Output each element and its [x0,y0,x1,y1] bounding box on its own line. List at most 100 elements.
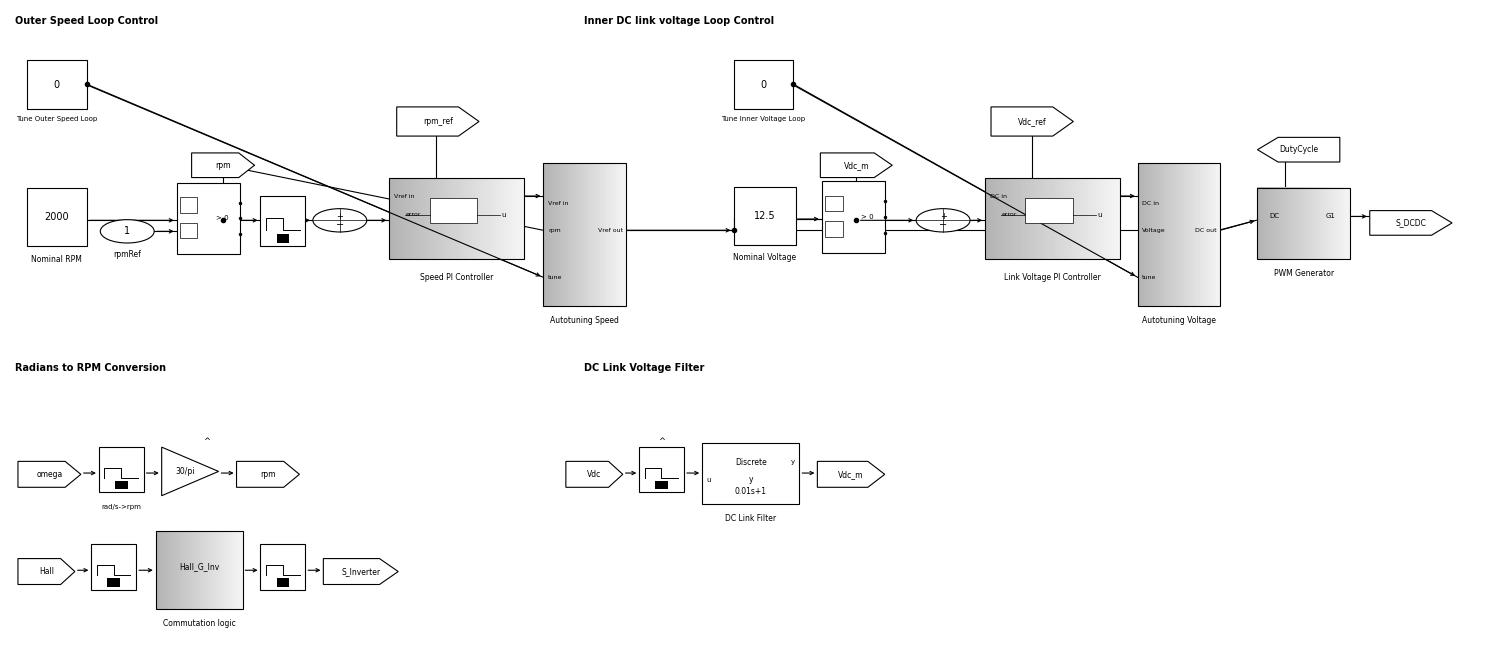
Text: 12.5: 12.5 [754,211,775,221]
Text: PWM Generator: PWM Generator [1274,269,1334,278]
Bar [639,447,684,492]
Text: Inner DC link voltage Loop Control: Inner DC link voltage Loop Control [584,16,774,26]
Text: tune: tune [1142,275,1157,280]
Polygon shape [991,107,1073,136]
Bar [389,178,524,259]
Polygon shape [566,461,623,487]
Text: G1: G1 [1325,213,1335,220]
Bar [260,196,305,246]
Text: ^: ^ [204,437,210,446]
Circle shape [313,209,367,232]
Text: 0: 0 [760,80,766,89]
Text: Tune Inner Voltage Loop: Tune Inner Voltage Loop [722,116,805,122]
Polygon shape [162,447,219,496]
Polygon shape [397,107,479,136]
Text: S_Inverter: S_Inverter [341,567,380,576]
Text: y: y [790,459,795,465]
Text: Discrete: Discrete [735,457,766,467]
Text: rpm_ref: rpm_ref [424,117,452,126]
Polygon shape [1257,137,1340,162]
Bar [180,223,198,238]
Text: 30/pi: 30/pi [175,467,195,476]
Text: Vdc_m: Vdc_m [843,161,870,170]
Text: error: error [1001,212,1016,217]
Bar [260,544,305,590]
Text: DC: DC [1269,213,1280,220]
Text: Vdc_ref: Vdc_ref [1018,117,1046,126]
Text: Nominal RPM: Nominal RPM [31,255,82,264]
Text: DC Link Voltage Filter: DC Link Voltage Filter [584,363,704,373]
Text: Commutation logic: Commutation logic [163,619,235,628]
Text: Link Voltage PI Controller: Link Voltage PI Controller [1004,273,1100,282]
Text: S_DCDC: S_DCDC [1395,218,1427,227]
Polygon shape [18,559,75,584]
Bar [277,233,289,243]
Polygon shape [323,559,398,584]
Text: Voltage: Voltage [1142,228,1166,233]
Bar [91,544,136,590]
Text: 0: 0 [54,80,60,89]
Text: −: − [939,220,948,230]
Polygon shape [1370,211,1452,235]
Bar [27,60,87,109]
Bar [985,178,1120,259]
Bar [543,163,626,306]
Text: DC out: DC out [1196,228,1217,233]
Text: ^: ^ [659,437,665,446]
Text: omega: omega [36,470,63,479]
Text: rpm: rpm [260,470,275,479]
Bar [115,481,127,489]
Text: DC Link Filter: DC Link Filter [725,514,777,523]
Bar [180,197,198,213]
Polygon shape [237,461,299,487]
Text: 2000: 2000 [45,212,69,222]
Bar [277,579,289,586]
Text: Autotuning Voltage: Autotuning Voltage [1142,316,1216,325]
Polygon shape [820,153,892,178]
Bar [177,183,240,254]
Text: Outer Speed Loop Control: Outer Speed Loop Control [15,16,159,26]
Bar [656,481,668,489]
Text: −: − [335,220,344,230]
Text: Radians to RPM Conversion: Radians to RPM Conversion [15,363,166,373]
Text: tune: tune [548,275,563,280]
Text: Vref in: Vref in [394,194,415,198]
Text: error: error [406,212,421,217]
Circle shape [100,220,154,243]
Bar [822,181,885,253]
Text: DC in: DC in [1142,201,1159,205]
Polygon shape [817,461,885,487]
Bar [99,447,144,492]
Text: Autotuning Speed: Autotuning Speed [549,316,620,325]
Bar [108,579,120,586]
Bar [734,60,793,109]
Circle shape [916,209,970,232]
Bar [27,188,87,246]
Text: rpm: rpm [216,161,231,170]
Text: rpmRef: rpmRef [114,250,141,259]
Bar [156,531,243,609]
Text: u: u [1097,212,1102,218]
Bar [825,222,843,237]
Text: u: u [707,476,711,483]
Text: 0.01s+1: 0.01s+1 [735,487,766,496]
Bar [1138,163,1220,306]
Text: DutyCycle: DutyCycle [1278,145,1319,154]
Text: rpm: rpm [548,228,561,233]
Bar [1257,188,1350,259]
Polygon shape [192,153,254,178]
Text: Vdc: Vdc [587,470,602,479]
Text: Vdc_m: Vdc_m [838,470,864,479]
Text: y: y [748,475,753,484]
Text: > 0: > 0 [216,215,229,222]
Text: > 0: > 0 [861,214,874,220]
Text: Hall_G_Inv: Hall_G_Inv [180,562,219,571]
Text: Speed PI Controller: Speed PI Controller [419,273,494,282]
Bar [702,443,799,504]
Text: Tune Outer Speed Loop: Tune Outer Speed Loop [16,116,97,122]
Text: u: u [501,212,506,218]
Text: DC in: DC in [990,194,1006,198]
Text: +: + [940,212,946,221]
Text: 1: 1 [124,226,130,237]
Bar [1025,198,1072,223]
